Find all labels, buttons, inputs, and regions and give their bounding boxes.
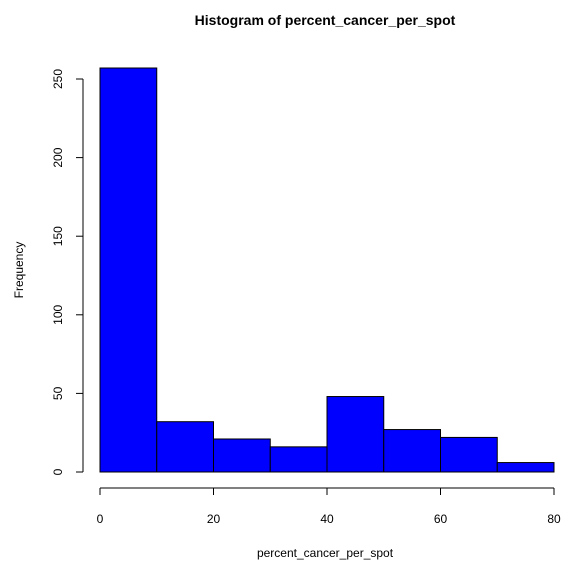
x-axis-label: percent_cancer_per_spot xyxy=(257,546,394,560)
y-axis: 0 50 100 150 200 250 xyxy=(51,69,84,475)
y-tick-label-0: 0 xyxy=(51,468,65,475)
histogram-bar-40-50 xyxy=(326,396,385,473)
x-tick-label-0: 0 xyxy=(97,512,104,526)
chart-title: Histogram of percent_cancer_per_spot xyxy=(195,12,456,28)
y-tick-label-100: 100 xyxy=(51,304,65,324)
x-tick-label-20: 20 xyxy=(207,512,221,526)
x-axis: 0 20 40 60 80 xyxy=(97,487,561,526)
histogram-bar-0-10 xyxy=(99,67,158,473)
y-tick-label-200: 200 xyxy=(51,147,65,167)
histogram-bars xyxy=(99,67,555,473)
histogram-bar-30-40 xyxy=(269,446,328,473)
x-tick-label-40: 40 xyxy=(320,512,334,526)
y-tick-label-50: 50 xyxy=(51,386,65,400)
y-tick-label-250: 250 xyxy=(51,69,65,89)
x-tick-label-60: 60 xyxy=(434,512,448,526)
x-tick-label-80: 80 xyxy=(547,512,561,526)
histogram-bar-20-30 xyxy=(213,438,271,473)
y-axis-label: Frequency xyxy=(12,242,26,299)
histogram-bar-60-70 xyxy=(440,436,498,473)
histogram-bar-10-20 xyxy=(156,421,214,473)
y-tick-label-150: 150 xyxy=(51,226,65,246)
histogram-bar-70-80 xyxy=(496,462,555,473)
histogram-bar-50-60 xyxy=(383,429,441,473)
